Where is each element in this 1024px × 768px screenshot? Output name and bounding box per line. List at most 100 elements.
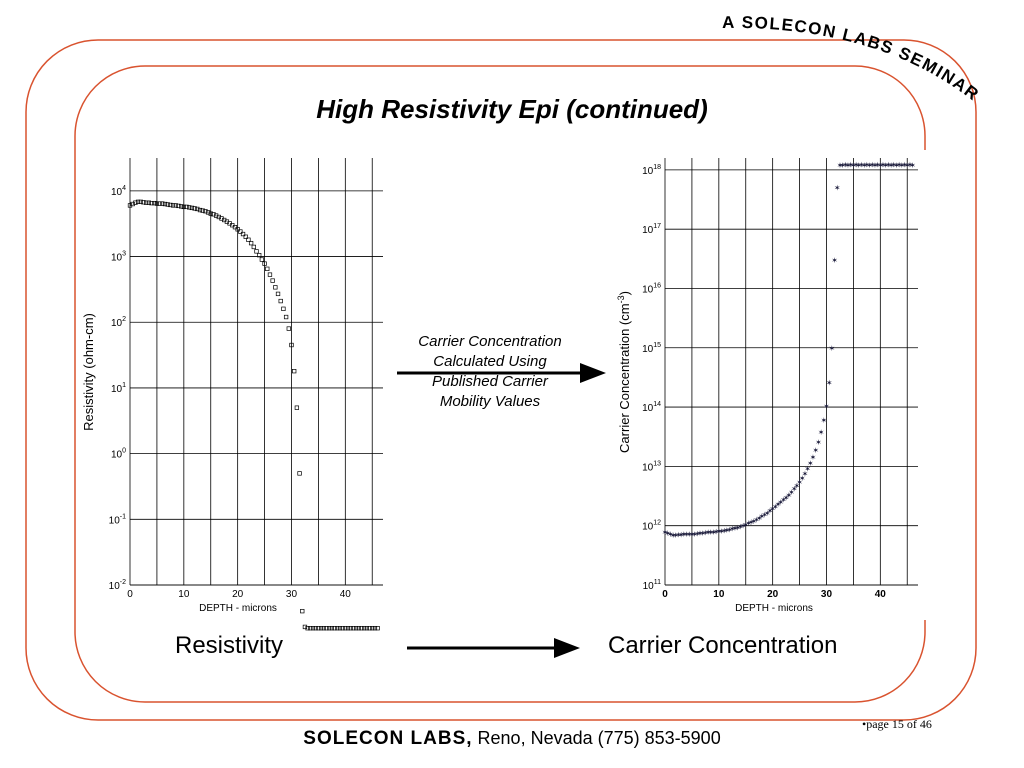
cr-data-point: ✶: [845, 161, 852, 170]
cr-y-tick-label: 1012: [642, 520, 661, 533]
cl-data-point: [235, 227, 240, 232]
cl-data-point: [281, 306, 286, 311]
cl-x-tick-label: 20: [232, 589, 244, 600]
cl-data-point: [335, 626, 340, 631]
cl-data-point: [143, 200, 149, 205]
cr-data-point: ✶: [818, 428, 825, 437]
cl-data-point: [154, 201, 160, 206]
cr-data-point: ✶: [667, 530, 674, 539]
cl-data-point: [257, 252, 262, 258]
cr-data-point: ✶: [702, 528, 709, 537]
cr-data-point: ✶: [864, 161, 871, 170]
cr-data-point: ✶: [764, 509, 771, 518]
cr-data-point: ✶: [767, 507, 774, 516]
cr-y-tick-label: 1017: [642, 223, 661, 236]
cl-data-point: [275, 291, 281, 297]
caption-resistivity: Resistivity: [175, 632, 284, 659]
cr-data-point: ✶: [861, 161, 868, 170]
cl-x-tick-label: 10: [178, 589, 190, 600]
cr-data-point: ✶: [750, 517, 757, 526]
cl-data-point: [203, 209, 208, 214]
cr-data-point: ✶: [847, 161, 854, 170]
cl-data-point: [364, 626, 370, 631]
cr-data-point: ✶: [888, 161, 895, 170]
cl-x-tick-label: 40: [340, 589, 352, 600]
cr-data-point: ✶: [672, 531, 679, 540]
cl-data-point: [243, 234, 248, 239]
cr-data-point: ✶: [740, 522, 747, 531]
cr-data-point: ✶: [732, 524, 739, 533]
cl-data-point: [329, 626, 335, 631]
resistivity-grid: [129, 158, 383, 586]
cl-data-point: [278, 298, 283, 304]
cl-data-point: [356, 626, 361, 631]
cr-data-point: ✶: [853, 161, 860, 170]
cr-data-point: ✶: [791, 485, 798, 494]
cl-y-tick-label: 104: [111, 185, 126, 198]
cl-data-point: [251, 244, 256, 250]
cr-data-point: ✶: [678, 531, 685, 540]
cr-data-point: ✶: [812, 446, 819, 455]
cr-data-point: ✶: [689, 530, 696, 539]
cr-data-point: ✶: [721, 526, 728, 535]
cl-data-point: [259, 257, 265, 262]
cl-data-point: [327, 626, 332, 631]
cl-data-point: [176, 203, 181, 209]
conversion-note-line: Mobility Values: [439, 393, 541, 410]
cr-data-point: ✶: [664, 529, 671, 538]
cr-data-point: ✶: [742, 520, 749, 529]
cl-data-point: [343, 626, 348, 631]
cr-data-point: ✶: [907, 161, 914, 170]
cl-data-point: [160, 201, 165, 206]
cl-data-point: [211, 212, 216, 217]
footer-brand: SOLECON LABS,: [303, 728, 473, 749]
cr-data-point: ✶: [898, 161, 905, 170]
cl-data-point: [359, 626, 364, 631]
cr-data-point: ✶: [680, 530, 687, 539]
cr-data-point: ✶: [823, 402, 830, 411]
cl-data-point: [348, 626, 353, 631]
cr-data-point: ✶: [869, 161, 876, 170]
cl-data-point: [367, 626, 372, 631]
cl-data-point: [353, 626, 359, 631]
cl-data-point: [305, 626, 310, 631]
cr-data-point: ✶: [834, 184, 841, 193]
cr-data-point: ✶: [745, 519, 752, 528]
cr-data-point: ✶: [896, 161, 903, 170]
cl-data-point: [273, 285, 278, 290]
cl-data-point: [270, 278, 275, 283]
cl-data-point: [135, 199, 141, 204]
slide-title: High Resistivity Epi (continued): [316, 94, 708, 124]
cr-data-point: ✶: [753, 516, 760, 525]
cl-data-point: [337, 626, 343, 631]
cr-data-point: ✶: [699, 529, 706, 538]
cr-data-point: ✶: [839, 161, 846, 170]
conversion-note-line: Published Carrier: [432, 373, 548, 390]
cl-data-point: [127, 203, 133, 208]
cl-data-point: [165, 202, 170, 207]
cr-data-point: ✶: [794, 481, 801, 490]
cr-data-point: ✶: [820, 416, 827, 425]
cl-data-point: [246, 237, 251, 242]
cl-data-point: [133, 200, 138, 205]
cl-data-point: [300, 608, 305, 614]
footer-contact: Reno, Nevada (775) 853-5900: [472, 728, 721, 748]
cr-data-point: ✶: [737, 522, 744, 531]
cl-data-point: [310, 626, 316, 631]
cr-data-point: ✶: [769, 504, 776, 513]
cr-data-point: ✶: [761, 510, 768, 519]
cl-data-point: [240, 231, 246, 237]
cl-data-point: [308, 626, 313, 631]
cl-data-point: [297, 471, 302, 476]
cl-data-point: [262, 261, 267, 266]
cr-data-point: ✶: [715, 527, 722, 536]
cl-data-point: [351, 626, 356, 631]
cr-data-point: ✶: [777, 498, 784, 507]
cl-data-point: [302, 624, 308, 630]
cl-data-point: [362, 626, 367, 631]
cr-data-point: ✶: [686, 530, 693, 539]
cl-y-tick-label: 103: [111, 251, 126, 264]
bottom-arrow-icon: [407, 638, 580, 658]
carrier-concentration-points: ✶✶✶✶✶✶✶✶✶✶✶✶✶✶✶✶✶✶✶✶✶✶✶✶✶✶✶✶✶✶✶✶✶✶✶✶✶✶✶✶…: [662, 161, 916, 540]
